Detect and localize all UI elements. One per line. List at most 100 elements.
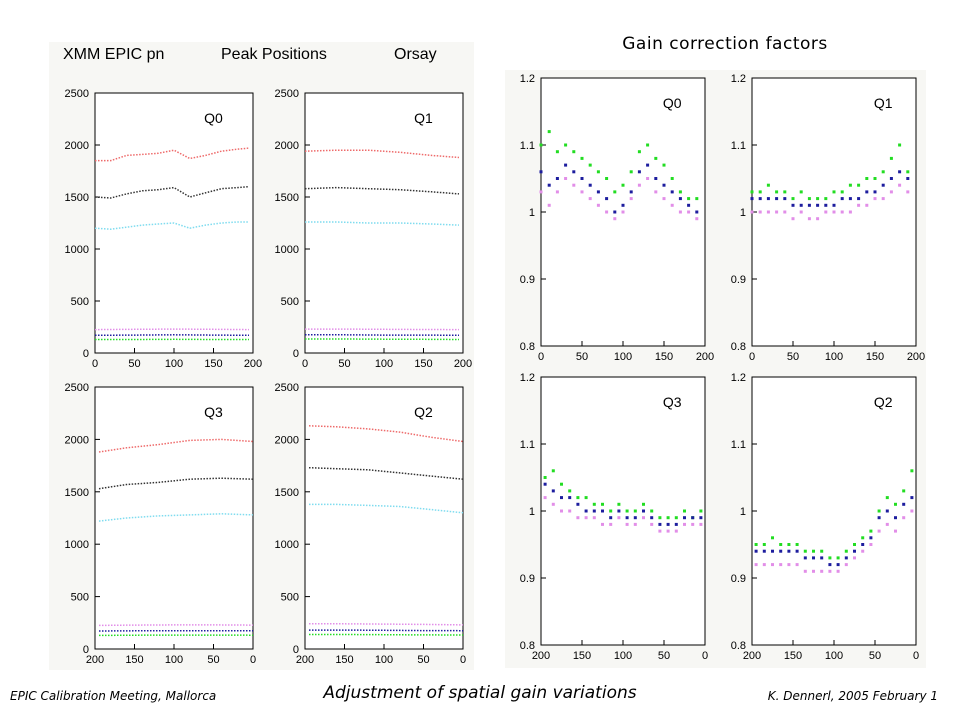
data-point [840, 210, 844, 214]
data-point [820, 556, 824, 560]
series-magenta [309, 623, 464, 626]
data-point [861, 549, 865, 553]
data-point [877, 516, 881, 520]
data-point [687, 203, 691, 207]
y-tick-label: 1.1 [520, 439, 535, 451]
chart-gain-q1: 0 50 100 150 200 0.8 0.9 1 1.1 1.2 Q1 [731, 73, 925, 363]
data-point [853, 543, 856, 546]
data-point [812, 556, 815, 560]
x-tick-label: 100 [825, 351, 843, 363]
y-tick-label: 0 [293, 644, 299, 656]
data-point [754, 563, 758, 567]
data-point [633, 509, 637, 513]
series-blue [754, 496, 914, 567]
data-point [588, 163, 592, 167]
data-point [691, 522, 695, 526]
data-point [848, 197, 852, 201]
data-point [678, 190, 682, 194]
data-point [551, 502, 555, 506]
data-point [799, 210, 803, 214]
data-point [670, 190, 674, 194]
data-point [754, 549, 758, 553]
x-tick-label: 200 [696, 351, 714, 363]
data-point [580, 177, 584, 180]
data-point [674, 522, 678, 526]
series-magenta [750, 183, 910, 221]
y-tick-label: 1 [740, 207, 746, 219]
data-point [678, 210, 682, 214]
data-point [572, 150, 576, 154]
peak-positions-subtitle: Peak Positions [221, 46, 327, 63]
series-magenta [94, 328, 250, 331]
series-line [98, 477, 254, 490]
y-tick-label: 500 [281, 592, 299, 604]
data-point [695, 210, 699, 214]
data-point [885, 509, 889, 513]
data-point [775, 190, 779, 194]
y-tick-label: 0 [293, 348, 299, 360]
y-tick-label: 1.2 [520, 372, 535, 384]
y-tick-label: 0.8 [731, 341, 746, 353]
data-point [625, 522, 629, 526]
data-point [654, 190, 658, 194]
y-tick-label: 0.8 [731, 640, 746, 652]
data-point [820, 549, 824, 553]
series-red [95, 147, 250, 162]
x-tick-label: 100 [614, 351, 632, 363]
data-point [836, 556, 840, 560]
data-point [832, 210, 836, 214]
series-black [308, 466, 464, 480]
quadrant-label: Q0 [663, 95, 682, 111]
series-cyan [98, 513, 254, 522]
data-point [539, 143, 543, 147]
x-tick-label: 150 [204, 358, 222, 370]
series-blue [309, 629, 464, 632]
data-point [885, 522, 889, 526]
data-point [580, 190, 584, 194]
series-black [98, 477, 254, 490]
data-point [543, 476, 547, 479]
data-point [539, 190, 543, 194]
data-point [560, 509, 563, 513]
data-point [654, 177, 658, 180]
x-tick-label: 50 [576, 351, 588, 363]
data-point [654, 156, 658, 160]
data-point [584, 516, 588, 520]
x-tick-label: 100 [825, 650, 843, 662]
series-line [309, 503, 464, 514]
data-point [658, 529, 662, 533]
series-line [305, 338, 460, 341]
data-point [592, 516, 596, 520]
data-point [617, 502, 621, 506]
y-tick-label: 1.1 [731, 439, 746, 451]
data-point [687, 197, 691, 201]
data-point [812, 549, 815, 553]
data-point [674, 529, 678, 533]
data-point [605, 197, 609, 201]
data-point [568, 489, 572, 493]
data-point [758, 210, 762, 214]
series-blue [539, 163, 699, 214]
x-tick-label: 50 [869, 650, 881, 662]
data-point [564, 177, 568, 180]
series-line [309, 633, 464, 636]
data-point [596, 203, 600, 207]
chart-gain-q2: 200 150 100 50 0 0.8 0.9 1 1.1 1.2 Q2 [731, 372, 919, 662]
data-point [885, 496, 889, 500]
data-point [766, 197, 770, 201]
data-point [642, 516, 645, 520]
data-point [674, 516, 678, 520]
y-tick-label: 1.1 [731, 140, 746, 152]
data-point [861, 543, 865, 546]
data-point [848, 210, 852, 214]
series-cyan [309, 503, 464, 514]
data-point [906, 177, 910, 180]
data-point [568, 496, 572, 500]
data-point [564, 143, 568, 147]
series-line [94, 328, 250, 331]
series-magenta [543, 496, 703, 533]
series-line [304, 186, 460, 195]
data-point [646, 143, 650, 147]
x-tick-label: 200 [86, 654, 104, 666]
